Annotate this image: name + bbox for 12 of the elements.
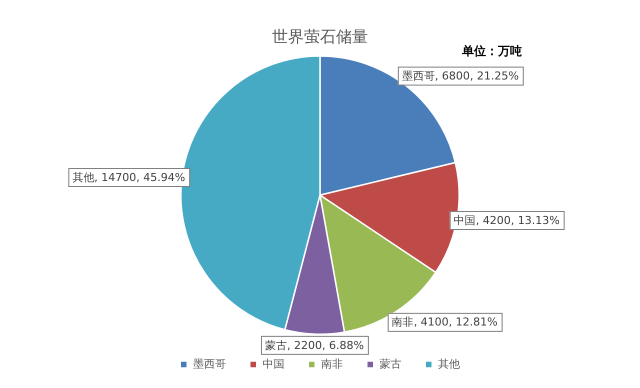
chart-title: 世界萤石储量 [272,26,368,46]
data-label: 其他, 14700, 45.94% [72,170,186,184]
legend-label: 南非 [320,357,343,370]
data-label: 蒙古, 2200, 6.88% [264,338,364,352]
legend-label: 蒙古 [379,357,402,370]
data-label: 墨西哥, 6800, 21.25% [402,69,519,82]
data-label: 南非, 4100, 12.81% [392,316,498,329]
data-label: 中国, 4200, 13.13% [454,214,560,227]
text: 单位：万吨 [461,44,522,58]
legend-label: 墨西哥 [192,357,226,370]
legend-label: 其他 [438,357,460,370]
legend-label: 中国 [262,357,284,370]
